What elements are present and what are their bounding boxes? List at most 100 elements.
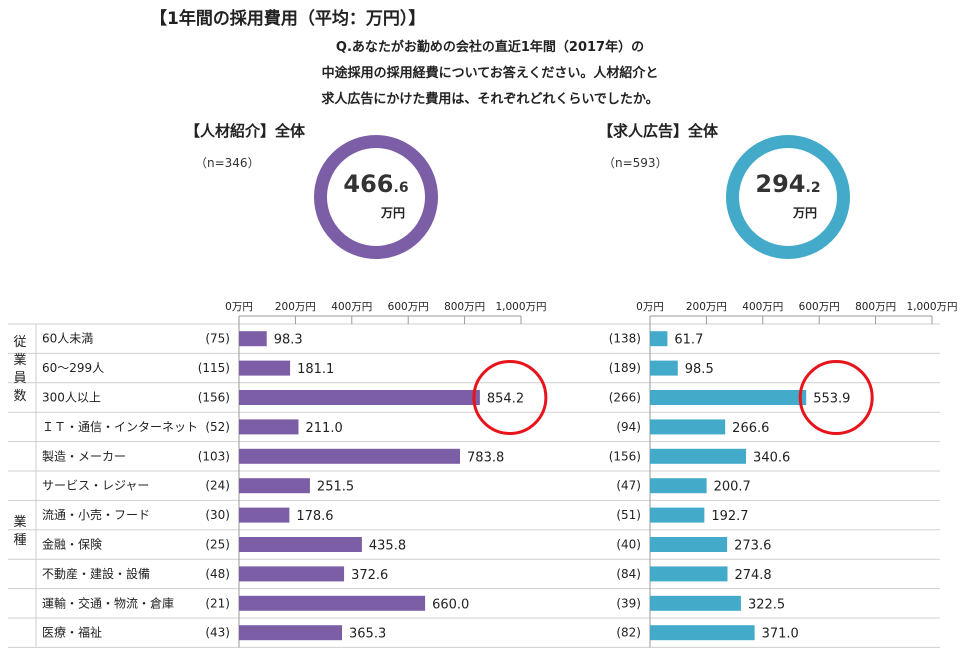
left-tick-label: 0万円 (225, 301, 253, 313)
right-bar (650, 507, 705, 523)
right-section-title: 【求人広告】全体 (598, 122, 719, 140)
left-tick-label: 600万円 (388, 301, 429, 313)
left-section-title: 【人材紹介】全体 (185, 122, 306, 140)
right-data-label: 371.0 (762, 627, 799, 642)
left-data-label: 181.1 (297, 362, 334, 377)
right-count-label: (266) (609, 391, 641, 405)
row-label: 金融・保険 (42, 537, 102, 552)
left-count-label: (25) (205, 538, 230, 552)
right-bar (650, 448, 747, 464)
right-count-label: (84) (616, 567, 641, 581)
left-total-value: 466.6 (343, 170, 409, 198)
right-bar (650, 478, 707, 494)
group-label-char: 従 (13, 335, 26, 350)
right-data-label: 340.6 (753, 450, 790, 465)
left-bar (239, 507, 290, 523)
right-total-unit: 万円 (792, 206, 817, 220)
right-data-label: 553.9 (813, 392, 850, 407)
right-bar (650, 390, 807, 405)
right-data-label: 274.8 (734, 568, 771, 583)
left-count-label: (103) (198, 449, 230, 463)
left-data-label: 365.3 (349, 627, 386, 642)
right-count-label: (94) (616, 420, 641, 434)
right-n-label: （n=593） (603, 156, 668, 170)
left-count-label: (115) (198, 361, 230, 375)
left-count-label: (48) (205, 567, 230, 581)
left-data-label: 211.0 (306, 421, 343, 436)
left-bar (239, 537, 362, 552)
group-label-char: 数 (13, 389, 26, 404)
right-data-label: 192.7 (711, 509, 748, 524)
left-count-label: (75) (205, 332, 230, 346)
right-bar (650, 566, 728, 582)
left-data-label: 372.6 (351, 568, 388, 583)
left-count-label: (24) (205, 479, 230, 493)
left-bar (239, 419, 299, 435)
right-bar (650, 360, 678, 376)
left-data-label: 660.0 (432, 597, 469, 612)
left-bar (239, 595, 426, 611)
right-data-label: 200.7 (714, 480, 751, 495)
left-count-label: (52) (205, 420, 230, 434)
right-highlight-circle (798, 360, 874, 435)
left-bar (239, 478, 310, 494)
group-label-char: 員 (13, 371, 26, 386)
left-count-label: (43) (205, 626, 230, 640)
left-bar (239, 625, 343, 641)
right-count-label: (47) (616, 479, 641, 493)
group-label-char: 種 (13, 532, 26, 548)
right-bar (650, 331, 668, 347)
right-count-label: (40) (616, 538, 641, 552)
left-data-label: 251.5 (317, 480, 354, 495)
right-bar (650, 419, 726, 435)
left-data-label: 178.6 (296, 509, 333, 524)
right-tick-label: 800万円 (855, 301, 896, 313)
page-title: 【1年間の採用費用（平均：万円）】 (150, 9, 426, 29)
left-tick-label: 200万円 (275, 301, 316, 313)
row-label: 60人未満 (42, 332, 93, 346)
left-bar (239, 360, 291, 376)
row-label: ＩＴ・通信・インターネット (42, 420, 198, 434)
left-count-label: (30) (205, 508, 230, 522)
row-label: 60～299人 (42, 361, 104, 375)
question-line-3: 求人広告にかけた費用は、それぞれどれくらいでしたか。 (321, 92, 659, 107)
left-data-label: 854.2 (487, 392, 524, 407)
right-bar (650, 595, 741, 611)
left-count-label: (21) (205, 596, 230, 610)
left-data-label: 98.3 (274, 333, 303, 348)
left-count-label: (156) (198, 391, 230, 405)
row-label: 流通・小売・フード (42, 507, 150, 522)
group-label-char: 業 (13, 514, 26, 530)
left-tick-label: 1,000万円 (495, 301, 546, 313)
group-label-char: 業 (13, 352, 26, 368)
right-count-label: (189) (609, 361, 641, 375)
left-bar (239, 566, 345, 582)
right-count-label: (82) (616, 626, 641, 640)
left-bar (239, 448, 461, 464)
right-data-label: 322.5 (748, 597, 785, 612)
right-count-label: (51) (616, 508, 641, 522)
right-data-label: 266.6 (732, 421, 769, 436)
row-label: 製造・メーカー (42, 449, 126, 463)
right-total-value: 294.2 (755, 170, 821, 198)
left-total-unit: 万円 (380, 206, 405, 220)
right-data-label: 61.7 (674, 333, 703, 348)
row-label: 医療・福祉 (42, 625, 102, 640)
row-label: 不動産・建設・設備 (42, 566, 150, 581)
left-tick-label: 400万円 (331, 301, 372, 313)
right-tick-label: 1,000万円 (906, 301, 957, 313)
right-data-label: 98.5 (685, 362, 714, 377)
right-tick-label: 600万円 (799, 301, 840, 313)
row-label: 運輸・交通・物流・倉庫 (42, 595, 174, 610)
question-line-2: 中途採用の採用経費についてお答えください。人材紹介と (321, 66, 659, 81)
right-count-label: (138) (609, 332, 641, 346)
left-bar (239, 390, 480, 405)
left-n-label: （n=346） (195, 156, 260, 170)
question-line-1: Q.あなたがお勤めの会社の直近1年間（2017年）の (335, 40, 645, 55)
right-data-label: 273.6 (734, 539, 771, 554)
row-label: 300人以上 (42, 391, 101, 405)
right-tick-label: 200万円 (686, 301, 727, 313)
left-data-label: 783.8 (467, 450, 504, 465)
right-tick-label: 0万円 (636, 301, 664, 313)
